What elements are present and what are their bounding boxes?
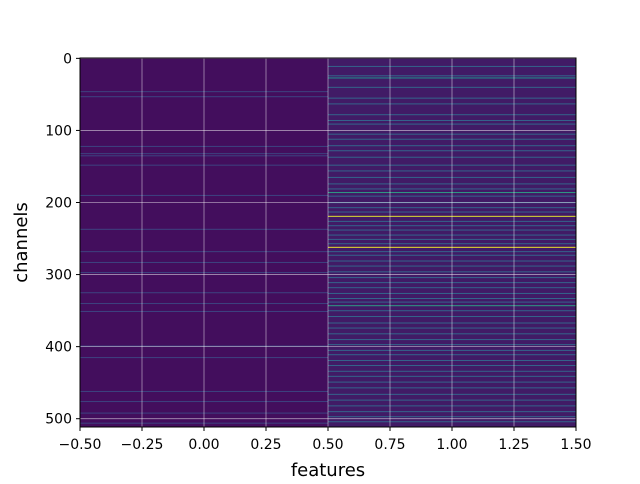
x-tick-label: −0.25 bbox=[121, 437, 164, 453]
x-axis-label: features bbox=[291, 460, 365, 480]
y-tick-label: 0 bbox=[63, 51, 72, 67]
y-tick-label: 200 bbox=[45, 196, 72, 212]
y-tick-label: 400 bbox=[45, 340, 72, 356]
x-tick-label: 0.50 bbox=[312, 437, 343, 453]
x-tick-label: 1.00 bbox=[436, 437, 467, 453]
x-axis-ticks: −0.50 −0.25 0.00 0.25 0.50 0.75 1.00 1.25 1.50 bbox=[59, 427, 592, 453]
y-tick-label: 100 bbox=[45, 123, 72, 139]
x-tick-label: −0.50 bbox=[59, 437, 102, 453]
y-axis-ticks: 0 100 200 300 400 500 bbox=[45, 51, 80, 428]
grid-lines bbox=[79, 57, 577, 427]
x-tick-label: 0.00 bbox=[188, 437, 219, 453]
x-tick-label: 0.75 bbox=[374, 437, 405, 453]
y-tick-label: 300 bbox=[45, 268, 72, 284]
y-tick-label: 500 bbox=[45, 412, 72, 428]
x-tick-label: 0.25 bbox=[250, 437, 281, 453]
y-axis-label: channels bbox=[11, 202, 32, 283]
x-tick-label: 1.50 bbox=[560, 437, 591, 453]
x-tick-label: 1.25 bbox=[498, 437, 529, 453]
